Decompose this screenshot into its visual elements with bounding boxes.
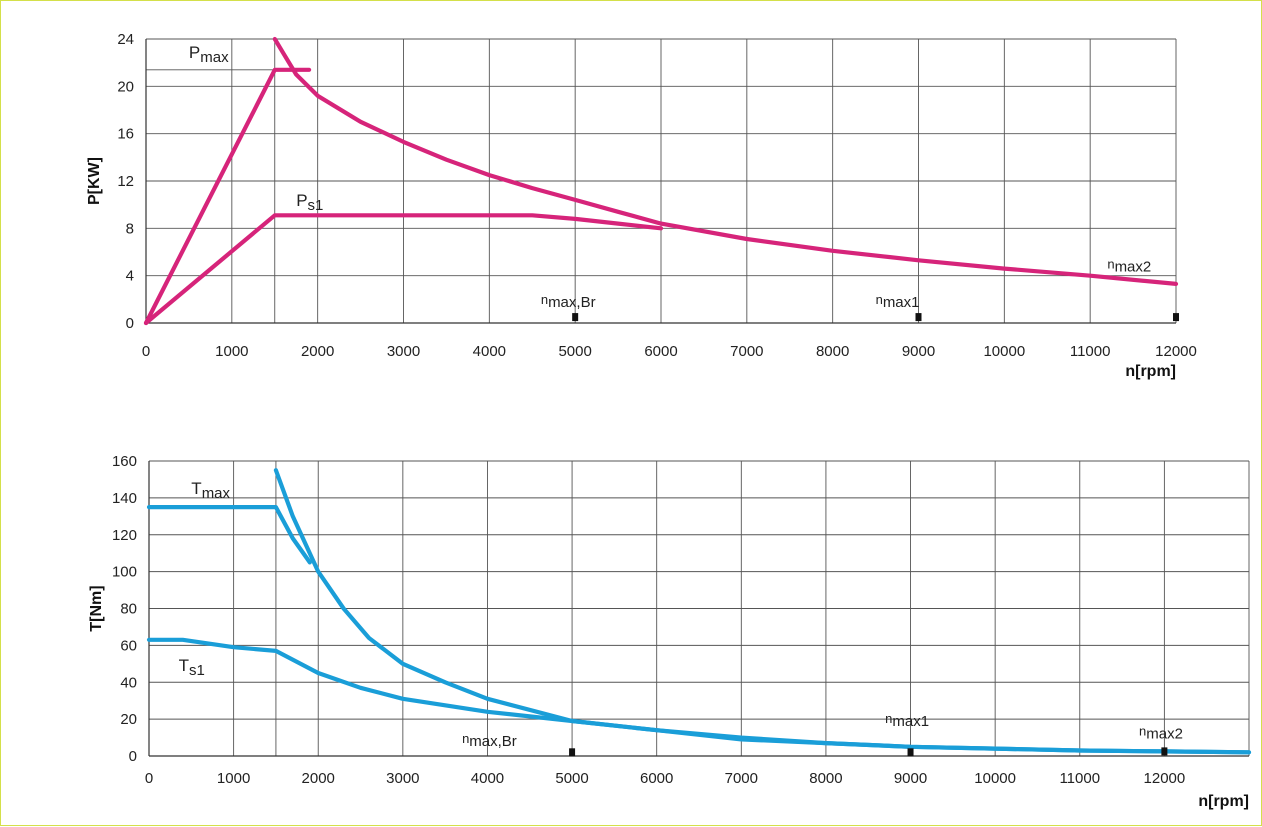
power-chart-xtick-label: 9000: [902, 343, 935, 360]
torque-chart-xtick-label: 9000: [894, 770, 927, 787]
power-chart-annotation-n-max2: nmax2: [1107, 257, 1151, 276]
torque-chart-ytick-label: 160: [112, 453, 137, 470]
torque-chart-xtick-label: 1000: [217, 770, 250, 787]
torque-chart-speed-marker: [569, 748, 576, 757]
power-chart-series-ps1: [143, 213, 664, 326]
torque-chart-xtick-label: 0: [145, 770, 153, 787]
power-chart-annotation-n-maxBr: nmax,Br: [541, 292, 596, 311]
torque-chart-annotation-n-maxBr: nmax,Br: [462, 731, 517, 750]
torque-chart-xtick-label: 5000: [555, 770, 588, 787]
power-chart-xtick-label: 7000: [730, 343, 763, 360]
torque-chart-xtick-label: 8000: [809, 770, 842, 787]
power-chart-speed-marker: [915, 313, 922, 322]
torque-chart: 0 1000 2000 3000 4000 5000 6000 7000 8000 9000 100…: [88, 453, 1252, 810]
torque-chart-annotation-t-s1: Ts1: [179, 656, 205, 679]
torque-chart-ytick-label: 40: [120, 674, 137, 691]
power-chart-xtick-label: 2000: [301, 343, 334, 360]
power-chart-xtick-label: 8000: [816, 343, 849, 360]
power-chart-xtick-label: 0: [142, 343, 150, 360]
torque-chart-xaxis-label: n[rpm]: [1198, 793, 1249, 810]
power-chart-yaxis-label: P[KW]: [86, 157, 103, 205]
power-chart-xtick-label: 3000: [387, 343, 420, 360]
torque-chart-xtick-label: 11000: [1059, 770, 1100, 787]
power-chart-series-pmax: [143, 67, 312, 326]
torque-chart-xtick-label: 6000: [640, 770, 673, 787]
power-chart-annotation-p-max: Pmax: [189, 43, 229, 66]
power-chart-xtick-label: 11000: [1070, 343, 1111, 360]
torque-chart-xtick-label: 10000: [974, 770, 1016, 787]
power-chart-xaxis-label: n[rpm]: [1125, 363, 1176, 380]
power-chart-ytick-label: 4: [126, 268, 134, 285]
power-chart-xtick-label: 1000: [215, 343, 248, 360]
power-chart-ytick-label: 8: [126, 220, 134, 237]
power-chart-xtick-label: 10000: [983, 343, 1025, 360]
torque-chart-series-tmax: [146, 505, 312, 565]
power-chart-annotation-p-s1: Ps1: [296, 191, 323, 214]
power-chart-annotation-n-max1: nmax1: [876, 292, 920, 311]
power-chart-series-hyperbola: [272, 36, 1179, 286]
torque-chart-xtick-label: 4000: [471, 770, 504, 787]
torque-chart-ytick-label: 120: [112, 527, 137, 544]
torque-chart-xtick-label: 2000: [302, 770, 335, 787]
power-chart-ytick-label: 12: [117, 173, 134, 190]
torque-chart-ytick-label: 0: [129, 748, 137, 765]
power-chart-speed-marker: [572, 313, 579, 322]
torque-chart-ytick-label: 80: [120, 601, 137, 618]
power-chart-xtick-label: 4000: [473, 343, 506, 360]
power-chart-ytick-label: 20: [117, 78, 134, 95]
power-chart-ytick-label: 0: [126, 315, 134, 332]
power-chart-ytick-label: 24: [117, 31, 134, 48]
torque-chart-ytick-label: 60: [120, 637, 137, 654]
torque-chart-ytick-label: 20: [120, 711, 137, 728]
torque-chart-xtick-label: 3000: [386, 770, 419, 787]
torque-chart-yaxis-label: T[Nm]: [88, 585, 105, 631]
torque-chart-ytick-label: 100: [112, 564, 137, 581]
torque-chart-speed-marker: [1161, 747, 1168, 756]
torque-chart-xtick-label: 7000: [725, 770, 758, 787]
power-chart-xtick-label: 6000: [644, 343, 677, 360]
torque-chart-annotation-t-max: Tmax: [191, 479, 230, 502]
torque-chart-annotation-n-max2: nmax2: [1139, 724, 1183, 743]
power-chart-speed-marker: [1173, 313, 1179, 322]
power-chart-xtick-label: 5000: [558, 343, 591, 360]
power-chart-xtick-label: 12000: [1155, 343, 1197, 360]
power-chart-ytick-label: 16: [117, 126, 134, 143]
torque-chart-annotation-n-max1: nmax1: [885, 711, 929, 730]
torque-chart-speed-marker: [907, 748, 914, 757]
power-chart: 0 1000 2000 3000 4000 5000 6000 7000 8000 9000 100…: [86, 31, 1197, 380]
torque-chart-series-hyperbola: [273, 468, 1252, 755]
torque-chart-ytick-label: 140: [112, 490, 137, 507]
torque-chart-xtick-label: 12000: [1144, 770, 1186, 787]
